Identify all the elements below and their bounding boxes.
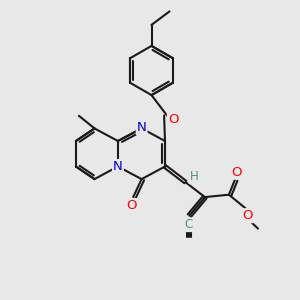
Text: O: O xyxy=(168,113,178,126)
Text: C: C xyxy=(184,218,193,231)
Text: H: H xyxy=(189,170,198,183)
Text: O: O xyxy=(127,199,137,212)
Text: O: O xyxy=(231,166,242,179)
Text: O: O xyxy=(242,209,253,222)
Text: N: N xyxy=(113,160,123,173)
Text: N: N xyxy=(137,121,146,134)
